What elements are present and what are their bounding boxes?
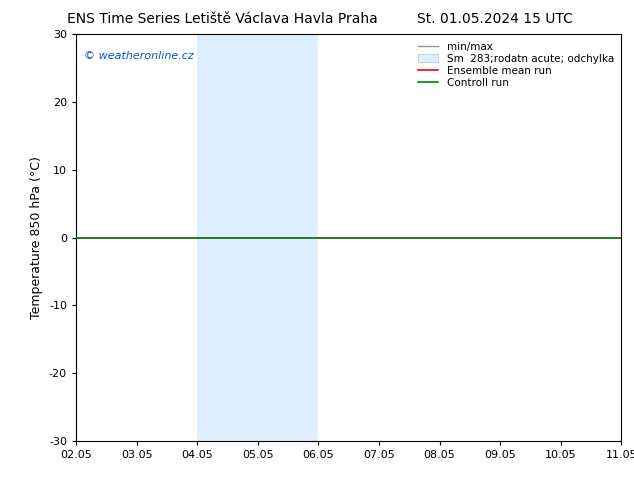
Y-axis label: Temperature 850 hPa (°C): Temperature 850 hPa (°C) (30, 156, 43, 319)
Text: ENS Time Series Letiště Václava Havla Praha: ENS Time Series Letiště Václava Havla Pr… (67, 12, 377, 26)
Legend: min/max, Sm  283;rodatn acute; odchylka, Ensemble mean run, Controll run: min/max, Sm 283;rodatn acute; odchylka, … (415, 40, 616, 90)
Text: © weatheronline.cz: © weatheronline.cz (84, 50, 194, 61)
Bar (197, 34, 318, 441)
Text: St. 01.05.2024 15 UTC: St. 01.05.2024 15 UTC (417, 12, 573, 26)
Bar (621, 34, 634, 441)
